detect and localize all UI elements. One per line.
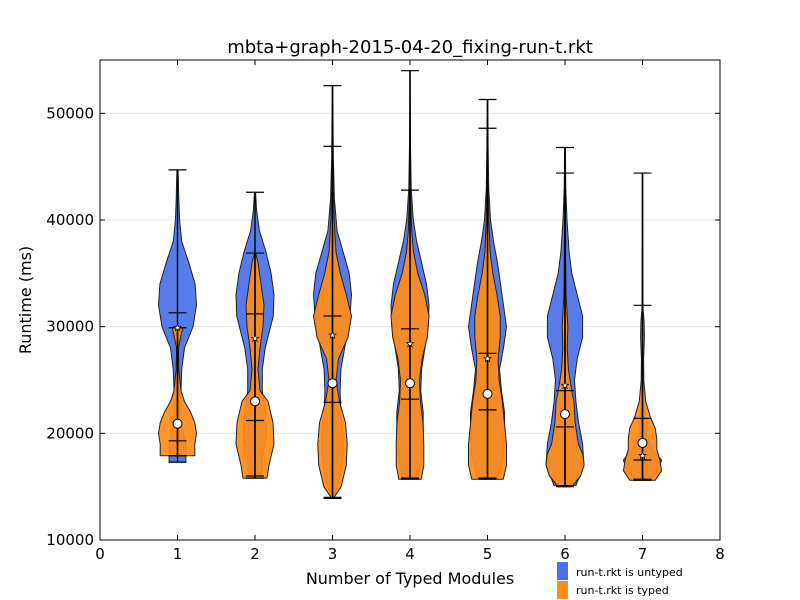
y-axis-label: Runtime (ms) xyxy=(16,246,35,354)
median-marker-1-6 xyxy=(637,437,648,448)
median-marker-1-1 xyxy=(250,396,260,407)
median-marker-0-4 xyxy=(483,354,492,363)
legend-label-untyped: run-t.rkt is untyped xyxy=(576,566,683,579)
y-tick-label-2: 30000 xyxy=(46,318,94,336)
series-1-stats xyxy=(168,127,652,499)
median-marker-1-2 xyxy=(327,378,338,389)
y-tick-label-1: 20000 xyxy=(46,424,94,442)
violins xyxy=(158,70,662,499)
median-marker-1-4 xyxy=(482,388,493,399)
x-tick-label-7: 7 xyxy=(638,545,648,563)
series-1-markers xyxy=(172,378,648,448)
axis-ticks: 0 1 2 3 4 5 6 7 8 10000 20000 30000 40000 50000 xyxy=(46,60,725,563)
legend-label-typed: run-t.rkt is typed xyxy=(576,584,669,597)
median-marker-0-5 xyxy=(560,380,570,390)
x-tick-label-1: 1 xyxy=(173,545,183,563)
median-marker-0-6 xyxy=(638,451,647,460)
x-axis-label: Number of Typed Modules xyxy=(306,569,514,588)
y-tick-label-4: 50000 xyxy=(46,104,94,122)
x-tick-label-3: 3 xyxy=(328,545,338,563)
median-marker-1-5 xyxy=(560,409,570,420)
x-tick-label-4: 4 xyxy=(405,545,415,563)
legend-swatch-typed xyxy=(557,581,568,599)
legend: run-t.rkt is untyped run-t.rkt is typed xyxy=(557,562,683,599)
x-tick-label-5: 5 xyxy=(483,545,493,563)
median-marker-0-1 xyxy=(250,333,260,343)
x-tick-label-8: 8 xyxy=(715,545,725,563)
series-0-markers xyxy=(173,323,647,460)
x-tick-label-6: 6 xyxy=(560,545,570,563)
median-marker-1-3 xyxy=(405,378,415,389)
legend-swatch-untyped xyxy=(557,562,568,580)
median-marker-0-0 xyxy=(173,323,182,332)
y-tick-label-0: 10000 xyxy=(46,531,94,549)
median-marker-0-2 xyxy=(328,330,337,339)
median-marker-1-0 xyxy=(172,418,183,429)
x-tick-label-2: 2 xyxy=(250,545,260,563)
x-tick-label-0: 0 xyxy=(95,545,105,563)
chart-title: mbta+graph-2015-04-20_fixing-run-t.rkt xyxy=(227,37,593,58)
median-marker-0-3 xyxy=(405,339,415,348)
y-tick-label-3: 40000 xyxy=(46,211,94,229)
